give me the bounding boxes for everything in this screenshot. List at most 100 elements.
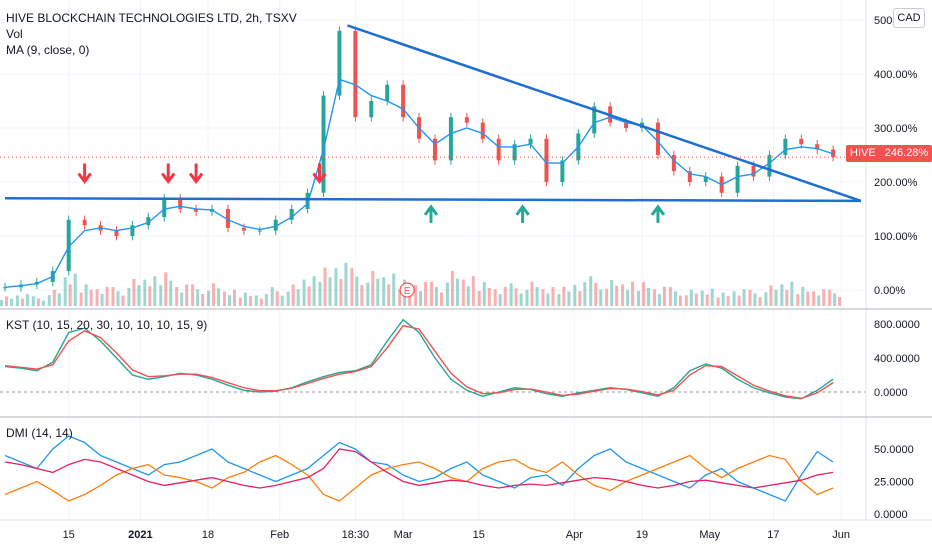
vol-label[interactable]: Vol (6, 27, 23, 41)
volume-bar (185, 284, 189, 306)
volume-bar (280, 295, 284, 306)
volume-bar (286, 291, 290, 306)
volume-bar (589, 276, 593, 306)
volume-bar (148, 286, 152, 306)
volume-bar (594, 282, 598, 306)
time-tick-label: 2021 (128, 529, 152, 541)
volume-bar (780, 284, 784, 306)
up-arrow-marker (423, 204, 439, 216)
volume-bar (264, 294, 268, 306)
chart-title[interactable]: HIVE BLOCKCHAIN TECHNOLOGIES LTD, 2h, TS… (6, 11, 297, 25)
volume-bar (599, 289, 603, 306)
volume-bar (429, 281, 433, 306)
volume-bar (801, 286, 805, 306)
volume-bar (774, 290, 778, 306)
time-tick-label: Mar (394, 529, 413, 541)
price-candle (305, 192, 310, 209)
dmi-series-di (4, 435, 834, 502)
price-candle (735, 165, 740, 193)
volume-bar (360, 285, 364, 306)
dmi-label[interactable]: DMI (14, 14) (6, 426, 73, 440)
volume-bar (833, 293, 837, 306)
volume-bar (116, 291, 120, 306)
kst-tick-label: 0.0000 (874, 387, 908, 399)
volume-bar (434, 287, 438, 306)
volume-bar (355, 276, 359, 306)
price-candle (799, 138, 804, 145)
volume-bar (232, 289, 236, 306)
price-candle (146, 217, 151, 226)
volume-bar (493, 289, 497, 306)
time-tick-label: 17 (767, 529, 779, 541)
volume-bar (15, 295, 19, 306)
last-price-tag: HIVE 246.28% (846, 145, 932, 162)
volume-bar (57, 293, 61, 306)
volume-bar (376, 278, 380, 306)
volume-bar (201, 294, 205, 306)
volume-bar (302, 279, 306, 306)
volume-bar (0, 300, 3, 306)
kst-series-signal (4, 324, 834, 400)
price-candle (432, 138, 437, 161)
dmi-tick-label: 50.0000 (874, 444, 914, 456)
price-candle (480, 122, 485, 139)
volume-bar (270, 287, 274, 306)
volume-bar (387, 284, 391, 306)
volume-bar (175, 287, 179, 306)
price-candle (671, 155, 676, 172)
volume-bar (79, 292, 83, 306)
last-price-value: 246.28% (884, 147, 929, 159)
volume-bar (487, 288, 491, 306)
price-candle (751, 165, 756, 177)
volume-bar (31, 296, 35, 306)
volume-bar (328, 277, 332, 306)
volume-bar (291, 284, 295, 306)
down-arrow-marker (188, 172, 204, 184)
price-candle (401, 84, 406, 118)
volume-bar (307, 286, 311, 306)
price-candle (464, 117, 469, 123)
volume-bar (684, 295, 688, 306)
volume-bar (637, 291, 641, 306)
volume-bar (726, 295, 730, 306)
volume-bar (562, 286, 566, 306)
volume-bar (366, 282, 370, 306)
volume-bar (828, 289, 832, 306)
volume-bar (68, 284, 72, 306)
price-candle (257, 230, 262, 232)
volume-bar (41, 300, 45, 306)
ma-line (4, 78, 834, 288)
volume-bar (153, 276, 157, 306)
ma-label[interactable]: MA (9, close, 0) (6, 43, 90, 57)
volume-bar (296, 289, 300, 306)
time-tick-label: 18 (202, 529, 214, 541)
volume-bar (339, 279, 343, 306)
volume-bar (764, 292, 768, 306)
volume-bar (694, 293, 698, 306)
volume-bar (10, 298, 13, 306)
last-price-symbol: HIVE (850, 147, 876, 159)
volume-bar (621, 284, 625, 306)
volume-bar (732, 291, 736, 306)
volume-bar (557, 294, 561, 306)
price-candle (815, 144, 820, 150)
volume-bar (455, 278, 459, 306)
volume-bar (111, 287, 115, 306)
trendline-support (4, 196, 862, 203)
dmi-legend: DMI (14, 14) (6, 425, 73, 441)
currency-badge[interactable]: CAD (893, 8, 925, 28)
price-candle (289, 209, 294, 220)
volume-bar (222, 291, 226, 306)
time-tick-label: Apr (566, 529, 583, 541)
price-candle (162, 198, 167, 218)
volume-bar (100, 294, 104, 306)
price-candle (496, 138, 501, 161)
volume-bar (530, 281, 534, 306)
price-tick-label: 100.00% (874, 231, 918, 243)
volume-bar (753, 293, 757, 306)
time-tick-label: May (699, 529, 720, 541)
volume-bar (143, 279, 147, 306)
kst-label[interactable]: KST (10, 15, 20, 30, 10, 10, 10, 15, 9) (6, 318, 208, 332)
